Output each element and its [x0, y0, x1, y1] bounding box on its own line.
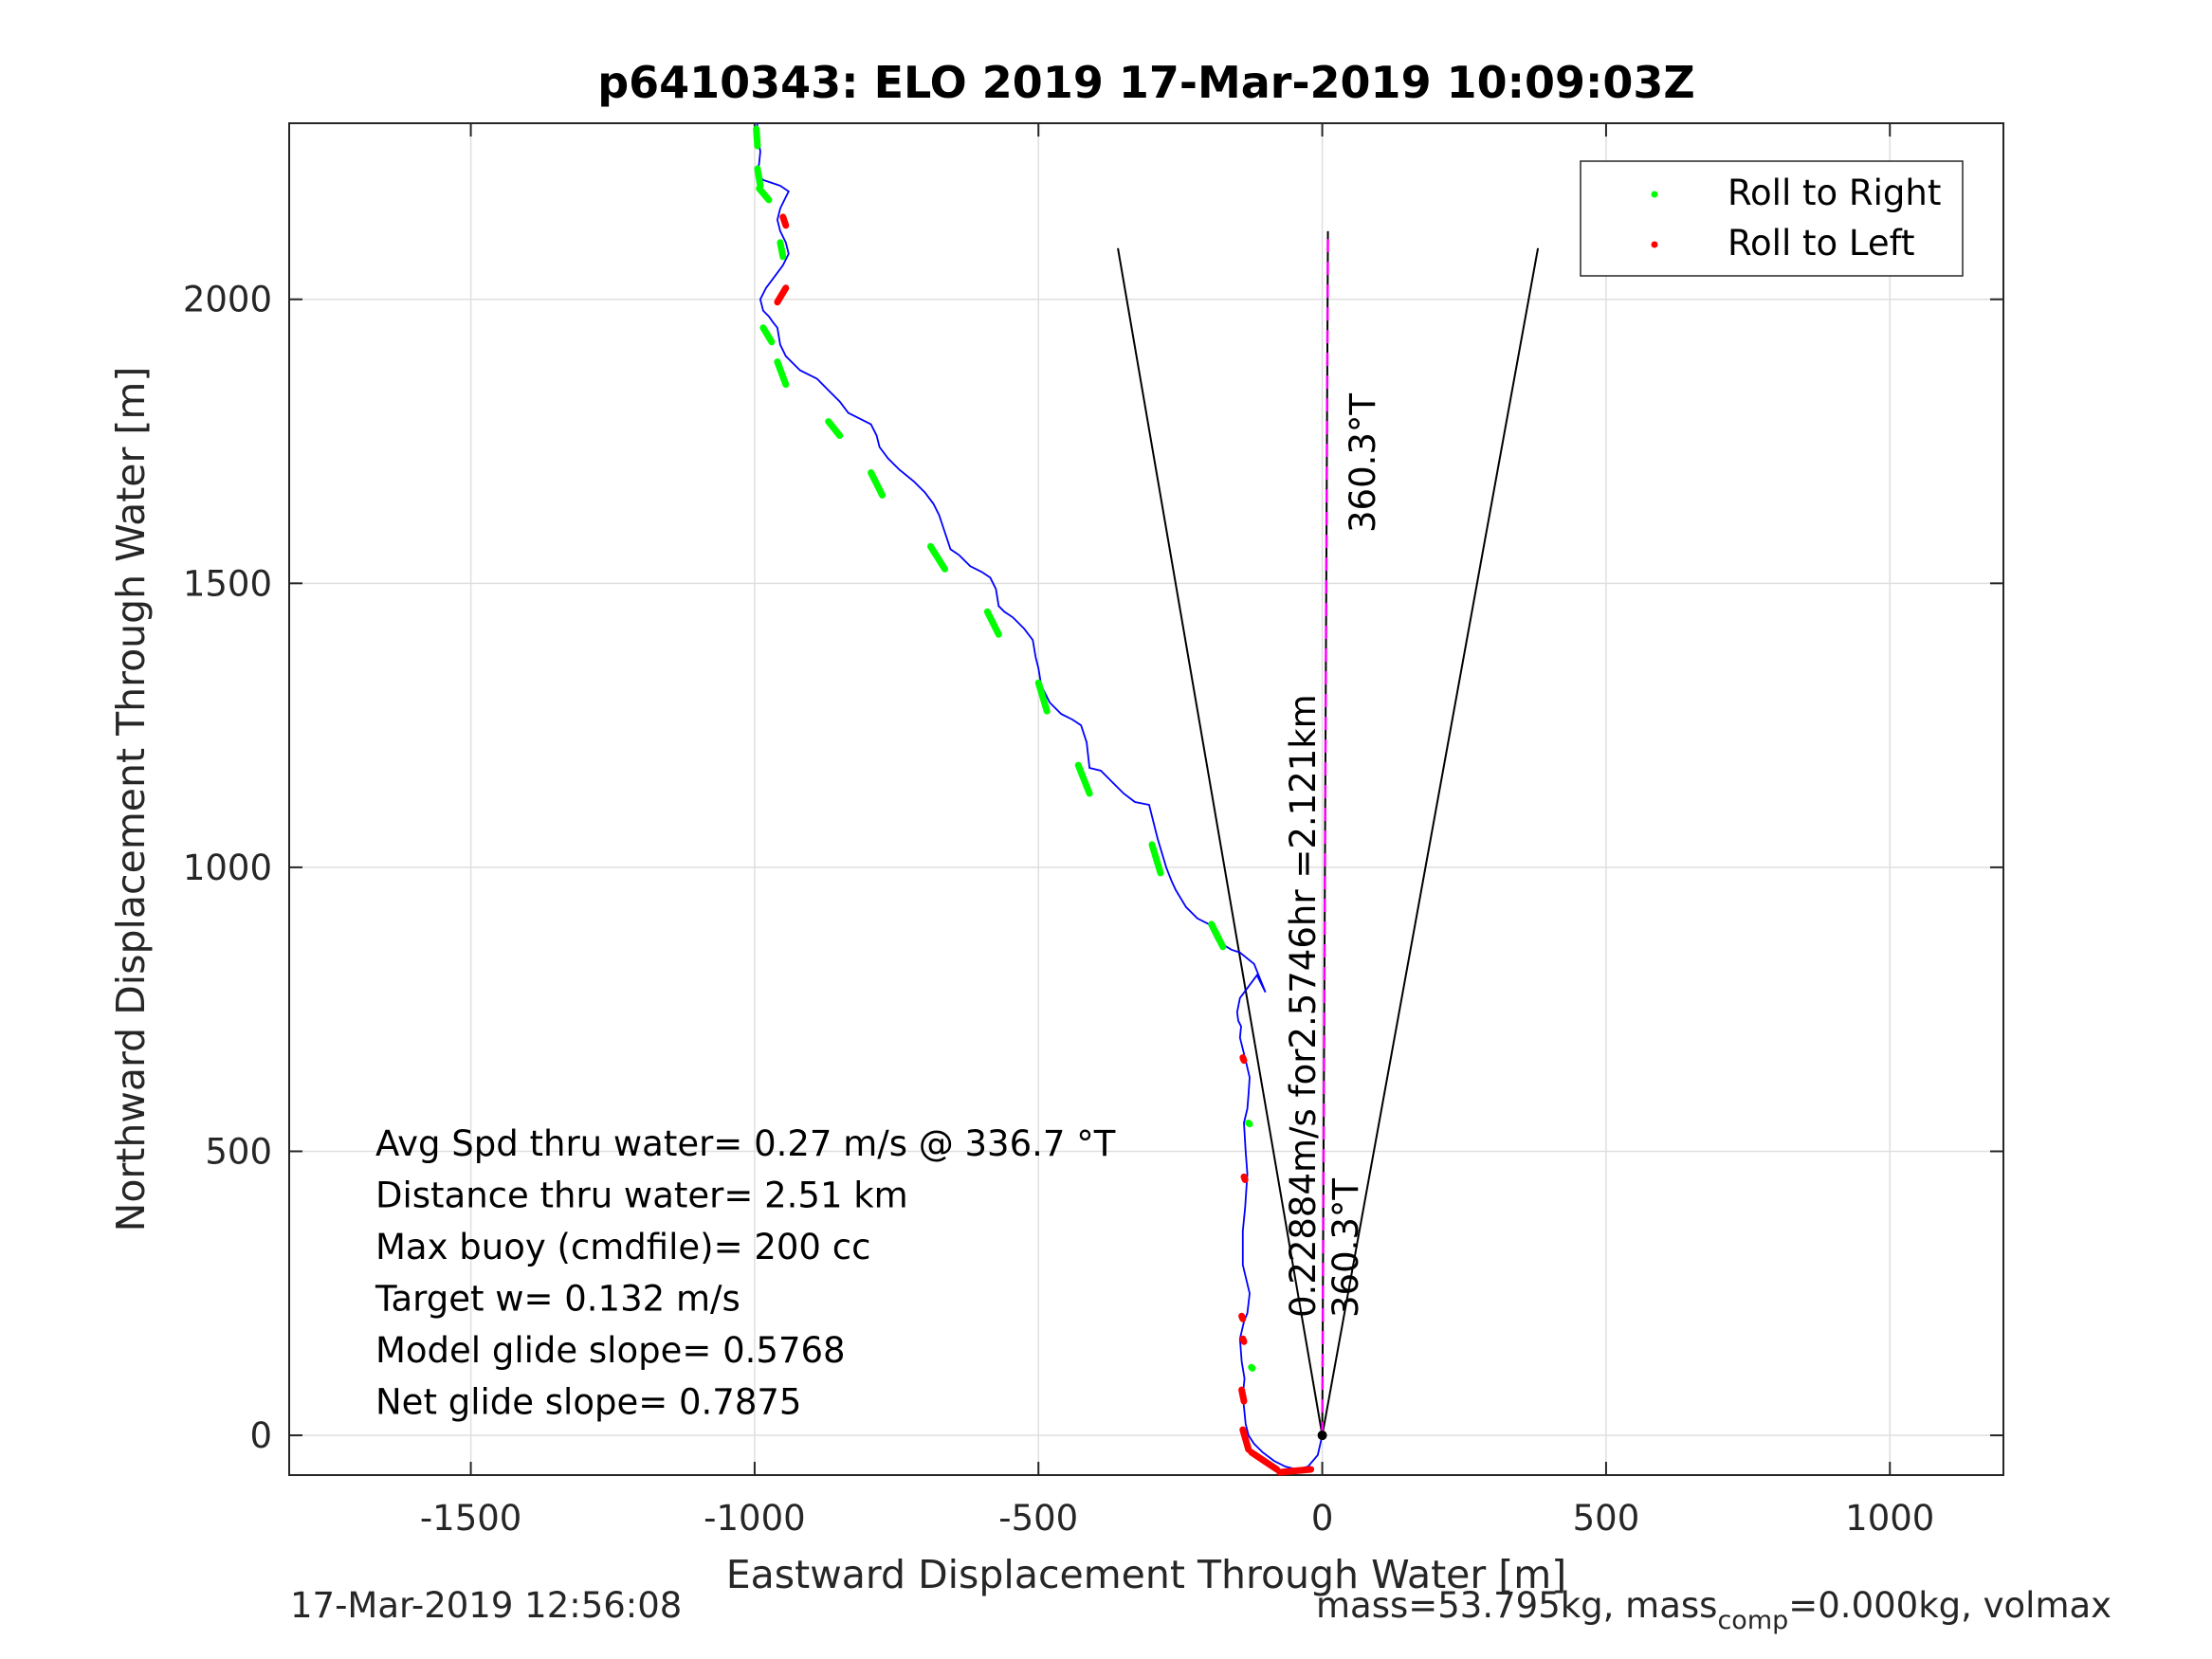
heading-label-bottom: 360.3°T — [1325, 1178, 1366, 1318]
roll-left-segment — [1239, 1054, 1248, 1065]
data-layer: 360.3°T0.22884m/s for2.5746hr =2.121km 36… — [753, 122, 1540, 1476]
legend-label-roll-left: Roll to Left — [1728, 223, 1915, 264]
stats-box: Avg Spd thru water= 0.27 m/s @ 336.7 °T D… — [375, 1123, 1116, 1423]
heading-label-top: 360.3°T — [1343, 393, 1383, 533]
current-label: 0.22884m/s for2.5746hr =2.121km — [1283, 694, 1324, 1318]
roll-left-segment — [1276, 1466, 1315, 1476]
stats-line: Net glide slope= 0.7875 — [375, 1382, 801, 1423]
x-axis-label: Eastward Displacement Through Water [m] — [726, 1552, 1566, 1597]
y-tick-label: 1500 — [183, 563, 272, 604]
roll-right-segment — [927, 542, 948, 573]
roll-left-segment — [1238, 1312, 1247, 1322]
origin-marker — [1317, 1431, 1327, 1441]
stats-line: Target w= 0.132 m/s — [375, 1279, 740, 1320]
x-tick-label: 0 — [1311, 1498, 1334, 1539]
footer-mass-sub: comp — [1717, 1606, 1789, 1635]
stats-line: Model glide slope= 0.5768 — [375, 1330, 846, 1371]
stats-line: Max buoy (cmdfile)= 200 cc — [375, 1227, 870, 1267]
stats-line: Avg Spd thru water= 0.27 m/s @ 336.7 °T — [375, 1123, 1116, 1164]
footer-timestamp: 17-Mar-2019 12:56:08 — [290, 1585, 683, 1626]
x-tick-label: 500 — [1573, 1498, 1640, 1539]
x-tick-label: 1000 — [1845, 1498, 1934, 1539]
roll-left-segment — [1240, 1173, 1249, 1183]
ticks: -1500 -1000 -500 0 500 1000 0 500 1000 1500 2000 — [183, 123, 2003, 1539]
roll-right-segment — [1208, 921, 1227, 951]
roll-left-segment — [779, 213, 790, 229]
roll-right-segment — [1034, 679, 1051, 715]
grid — [289, 123, 2003, 1475]
roll-right-segment — [825, 418, 844, 439]
roll-right-segment — [754, 165, 764, 190]
legend-marker-roll-right — [1651, 191, 1658, 198]
stats-line: Distance thru water= 2.51 km — [375, 1176, 908, 1216]
roll-right-segment — [868, 469, 887, 499]
y-tick-label: 0 — [249, 1415, 272, 1456]
roll-right-segment — [774, 358, 790, 389]
cone-right-line — [1321, 247, 1540, 1436]
roll-left-segment — [774, 284, 790, 306]
heading-line-magenta — [1321, 230, 1329, 1436]
footer-mass: mass=53.795kg, masscomp=0.000kg, volmax — [1316, 1585, 2111, 1635]
roll-left-segment — [1239, 1335, 1248, 1345]
roll-right-segment — [1074, 761, 1093, 797]
cone-left-line — [1117, 247, 1324, 1436]
roll-right-segment — [777, 239, 787, 261]
x-tick-label: -500 — [998, 1498, 1078, 1539]
axes-box — [288, 122, 2004, 1476]
legend-marker-roll-left — [1651, 241, 1658, 248]
y-tick-label: 2000 — [183, 280, 272, 320]
roll-right-segment — [753, 125, 761, 150]
y-axis-label: Northward Displacement Through Water [m] — [108, 367, 154, 1232]
roll-right-segment — [759, 324, 776, 346]
x-tick-label: -1500 — [420, 1498, 522, 1539]
x-tick-label: -1000 — [704, 1498, 806, 1539]
roll-right-segment — [756, 185, 773, 204]
y-tick-label: 1000 — [183, 848, 272, 888]
roll-right-segment — [983, 608, 1002, 638]
legend-box — [1580, 160, 1964, 277]
legend-label-roll-right: Roll to Right — [1728, 173, 1941, 213]
roll-left-segment — [1238, 1386, 1248, 1405]
legend: Roll to Right Roll to Left — [1580, 160, 1964, 277]
footer-mass-suffix: =0.000kg, volmax — [1788, 1585, 2112, 1626]
glider-track — [755, 122, 1324, 1470]
roll-left-segment — [1239, 1426, 1252, 1453]
footer-mass-prefix: mass=53.795kg, mass — [1316, 1585, 1718, 1626]
roll-left-segment — [1248, 1449, 1281, 1473]
roll-right-segment — [1245, 1120, 1253, 1128]
chart-title: p6410343: ELO 2019 17-Mar-2019 10:09:03Z — [597, 57, 1695, 108]
y-tick-label: 500 — [205, 1131, 272, 1172]
roll-right-segment — [1148, 841, 1164, 877]
